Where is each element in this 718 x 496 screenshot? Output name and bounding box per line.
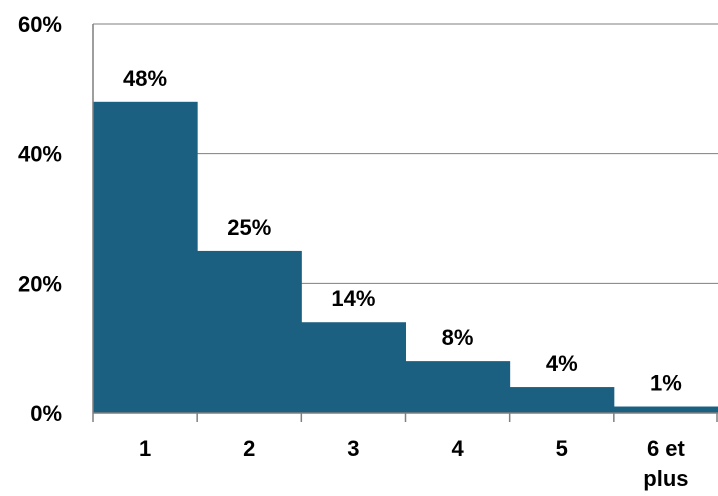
data-labels: 48% 25% 14% 8% 4% 1%: [123, 66, 682, 396]
y-tick-label-60: 60%: [18, 12, 62, 37]
data-label-1: 48%: [123, 66, 167, 91]
data-label-2: 25%: [227, 215, 271, 240]
y-tick-label-20: 20%: [18, 271, 62, 296]
data-label-6-et-plus: 1%: [650, 371, 682, 396]
y-tick-label-0: 0%: [30, 401, 62, 426]
bar-6-et-plus: [613, 406, 718, 413]
x-tick-label-6-et-plus: 6 et plus: [643, 436, 688, 491]
bar-5: [509, 387, 615, 413]
x-tick-label-5: 5: [556, 436, 568, 461]
bar-1: [93, 101, 198, 414]
axes: [92, 24, 718, 422]
x-tick-labels: 1 2 3 4 5 6 et plus: [139, 436, 689, 491]
bar-3: [301, 322, 406, 413]
x-tick-label-3: 3: [347, 436, 359, 461]
y-tick-labels: 0% 20% 40% 60%: [18, 12, 62, 426]
data-label-5: 4%: [546, 351, 578, 376]
x-tick-label-1: 1: [139, 436, 151, 461]
data-label-4: 8%: [442, 325, 474, 350]
bar-2: [197, 250, 302, 413]
x-tick-label-2: 2: [243, 436, 255, 461]
data-label-3: 14%: [331, 286, 375, 311]
bars: [93, 101, 718, 414]
x-tick-label-4: 4: [451, 436, 464, 461]
bar-4: [405, 361, 511, 413]
y-tick-label-40: 40%: [18, 142, 62, 167]
